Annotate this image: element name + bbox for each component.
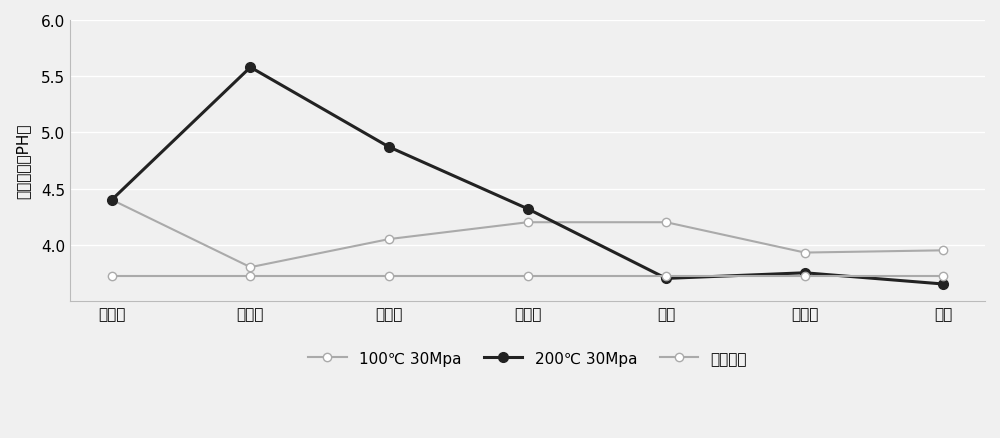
- 初始溶液: [106, 274, 118, 279]
- Line: 初始溶液: 初始溶液: [108, 272, 948, 281]
- 初始溶液: [660, 274, 672, 279]
- 初始溶液: [244, 274, 256, 279]
- 100℃ 30Mpa: [244, 265, 256, 270]
- 初始溶液: [799, 274, 811, 279]
- Line: 200℃ 30Mpa: 200℃ 30Mpa: [107, 63, 948, 289]
- 初始溶液: [937, 274, 949, 279]
- Legend: 100℃ 30Mpa, 200℃ 30Mpa, 初始溶液: 100℃ 30Mpa, 200℃ 30Mpa, 初始溶液: [302, 345, 753, 372]
- 100℃ 30Mpa: [799, 251, 811, 256]
- 初始溶液: [383, 274, 395, 279]
- 100℃ 30Mpa: [106, 198, 118, 203]
- 200℃ 30Mpa: [937, 282, 949, 287]
- 100℃ 30Mpa: [383, 237, 395, 242]
- Y-axis label: 反应后溶液PH值: 反应后溶液PH值: [15, 124, 30, 199]
- 200℃ 30Mpa: [522, 207, 534, 212]
- 100℃ 30Mpa: [522, 220, 534, 225]
- 200℃ 30Mpa: [799, 271, 811, 276]
- 100℃ 30Mpa: [937, 248, 949, 253]
- 200℃ 30Mpa: [106, 198, 118, 203]
- 200℃ 30Mpa: [383, 145, 395, 150]
- 200℃ 30Mpa: [660, 276, 672, 281]
- Line: 100℃ 30Mpa: 100℃ 30Mpa: [108, 196, 948, 272]
- 100℃ 30Mpa: [660, 220, 672, 225]
- 初始溶液: [522, 274, 534, 279]
- 200℃ 30Mpa: [244, 65, 256, 71]
